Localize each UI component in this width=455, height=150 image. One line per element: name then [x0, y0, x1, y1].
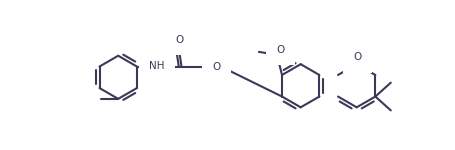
Text: O: O — [212, 62, 220, 72]
Text: O: O — [276, 45, 284, 55]
Text: NH: NH — [149, 61, 164, 71]
Text: O: O — [175, 34, 183, 45]
Text: O: O — [353, 52, 361, 62]
